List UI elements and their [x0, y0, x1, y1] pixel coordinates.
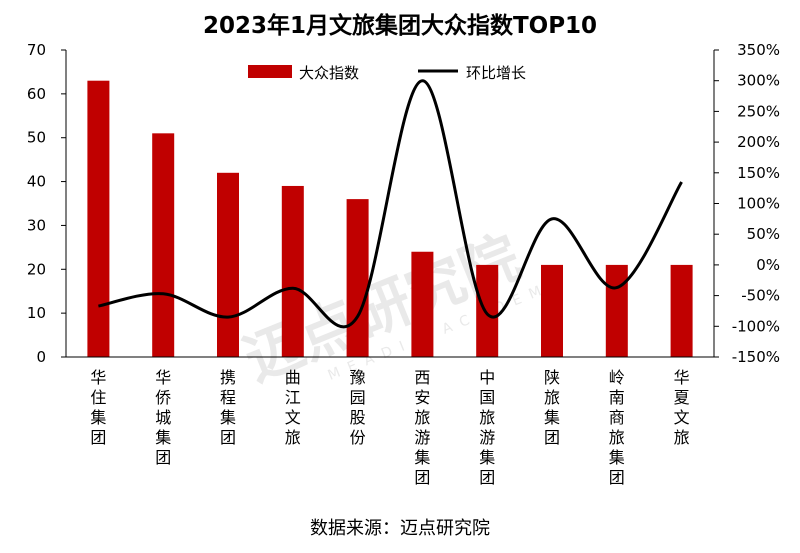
category-label: 陕旅集团: [544, 368, 560, 447]
right-tick-label: 0%: [756, 256, 780, 274]
category-label: 岭南商旅集团: [609, 368, 625, 487]
category-label: 豫园股份: [350, 368, 366, 447]
bar-5: [346, 199, 369, 357]
right-tick-label: 300%: [737, 72, 780, 90]
legend: 大众指数 环比增长: [248, 64, 526, 82]
right-tick-label: 150%: [737, 164, 780, 182]
legend-bar-swatch: [248, 65, 292, 78]
bar-10: [670, 264, 693, 357]
left-tick-label: 50: [27, 129, 46, 147]
category-label: 曲江文旅: [285, 368, 301, 447]
left-tick-label: 40: [27, 173, 46, 191]
bar-9: [605, 264, 628, 357]
left-tick-label: 70: [27, 41, 46, 59]
right-tick-label: 200%: [737, 133, 780, 151]
line-series: [98, 79, 683, 329]
category-label: 华侨城集团: [155, 368, 171, 467]
bar-7: [476, 264, 499, 357]
chart-axes: 0 10 20 30 40 50 60 70 -150% -100% -50% 0% 50% 100% 15…: [27, 41, 780, 487]
bar-3: [217, 172, 239, 357]
legend-line-label: 环比增长: [466, 64, 526, 82]
right-tick-label: 350%: [737, 41, 780, 59]
left-tick-label: 20: [27, 260, 46, 278]
left-tick-label: 0: [36, 348, 46, 366]
legend-bar-label: 大众指数: [299, 64, 359, 82]
source-note: 数据来源：迈点研究院: [310, 518, 490, 539]
bar-4: [281, 185, 304, 357]
category-label: 西安旅游集团: [414, 368, 430, 487]
right-tick-label: 100%: [737, 195, 780, 213]
right-tick-label: -100%: [732, 317, 780, 335]
right-tick-label: 250%: [737, 102, 780, 120]
category-label: 华夏文旅: [674, 368, 690, 447]
growth-line: [98, 79, 683, 329]
category-label: 中国旅游集团: [479, 368, 495, 487]
chart-title: 2023年1月文旅集团大众指数TOP10: [202, 13, 598, 39]
left-tick-label: 30: [27, 216, 46, 234]
category-label: 华住集团: [90, 368, 106, 447]
bar-6: [411, 251, 434, 357]
right-tick-label: 50%: [747, 225, 780, 243]
left-tick-label: 60: [27, 85, 46, 103]
category-label: 携程集团: [220, 368, 236, 447]
bar-8: [541, 264, 563, 357]
right-tick-label: -150%: [732, 348, 780, 366]
left-tick-label: 10: [27, 304, 46, 322]
bar-1: [87, 80, 110, 357]
right-tick-label: -50%: [741, 287, 780, 305]
bar-2: [152, 133, 175, 357]
